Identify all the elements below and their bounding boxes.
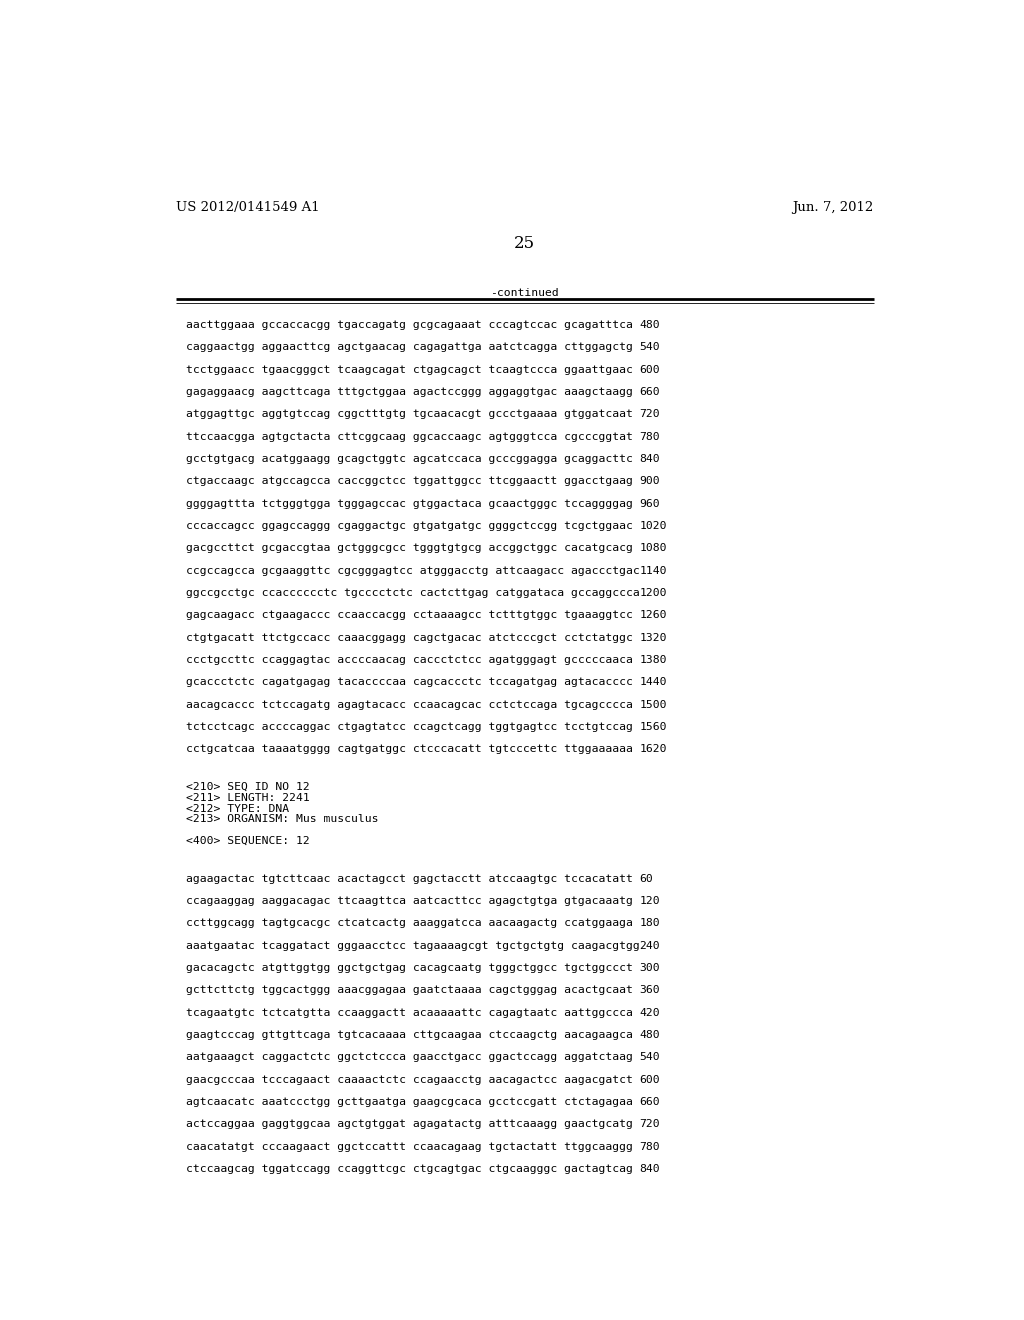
Text: <213> ORGANISM: Mus musculus: <213> ORGANISM: Mus musculus bbox=[186, 814, 379, 825]
Text: ccgccagcca gcgaaggttc cgcgggagtcc atgggacctg attcaagacc agaccctgac: ccgccagcca gcgaaggttc cgcgggagtcc atggga… bbox=[186, 566, 640, 576]
Text: ccctgccttc ccaggagtac accccaacag caccctctcc agatgggagt gcccccaaca: ccctgccttc ccaggagtac accccaacag caccctc… bbox=[186, 655, 633, 665]
Text: 660: 660 bbox=[640, 1097, 660, 1107]
Text: <211> LENGTH: 2241: <211> LENGTH: 2241 bbox=[186, 793, 310, 803]
Text: 300: 300 bbox=[640, 964, 660, 973]
Text: aaatgaatac tcaggatact gggaacctcc tagaaaagcgt tgctgctgtg caagacgtgg: aaatgaatac tcaggatact gggaacctcc tagaaaa… bbox=[186, 941, 640, 950]
Text: 1320: 1320 bbox=[640, 632, 667, 643]
Text: 60: 60 bbox=[640, 874, 653, 883]
Text: gaacgcccaa tcccagaact caaaactctc ccagaacctg aacagactcc aagacgatct: gaacgcccaa tcccagaact caaaactctc ccagaac… bbox=[186, 1074, 633, 1085]
Text: 1440: 1440 bbox=[640, 677, 667, 688]
Text: 900: 900 bbox=[640, 477, 660, 486]
Text: aacagcaccc tctccagatg agagtacacc ccaacagcac cctctccaga tgcagcccca: aacagcaccc tctccagatg agagtacacc ccaacag… bbox=[186, 700, 633, 710]
Text: 840: 840 bbox=[640, 454, 660, 465]
Text: 1020: 1020 bbox=[640, 521, 667, 531]
Text: <210> SEQ ID NO 12: <210> SEQ ID NO 12 bbox=[186, 781, 310, 792]
Text: atggagttgc aggtgtccag cggctttgtg tgcaacacgt gccctgaaaa gtggatcaat: atggagttgc aggtgtccag cggctttgtg tgcaaca… bbox=[186, 409, 633, 420]
Text: 540: 540 bbox=[640, 1052, 660, 1063]
Text: 120: 120 bbox=[640, 896, 660, 906]
Text: gcttcttctg tggcactggg aaacggagaa gaatctaaaa cagctgggag acactgcaat: gcttcttctg tggcactggg aaacggagaa gaatcta… bbox=[186, 985, 633, 995]
Text: 720: 720 bbox=[640, 1119, 660, 1130]
Text: gagcaagacc ctgaagaccc ccaaccacgg cctaaaagcc tctttgtggc tgaaaggtcc: gagcaagacc ctgaagaccc ccaaccacgg cctaaaa… bbox=[186, 610, 633, 620]
Text: 600: 600 bbox=[640, 1074, 660, 1085]
Text: gacacagctc atgttggtgg ggctgctgag cacagcaatg tgggctggcc tgctggccct: gacacagctc atgttggtgg ggctgctgag cacagca… bbox=[186, 964, 633, 973]
Text: 720: 720 bbox=[640, 409, 660, 420]
Text: 540: 540 bbox=[640, 342, 660, 352]
Text: ggccgcctgc ccacccccctc tgcccctctc cactcttgag catggataca gccaggccca: ggccgcctgc ccacccccctc tgcccctctc cactct… bbox=[186, 589, 640, 598]
Text: <212> TYPE: DNA: <212> TYPE: DNA bbox=[186, 804, 289, 813]
Text: 1620: 1620 bbox=[640, 744, 667, 754]
Text: Jun. 7, 2012: Jun. 7, 2012 bbox=[793, 201, 873, 214]
Text: 1380: 1380 bbox=[640, 655, 667, 665]
Text: caggaactgg aggaacttcg agctgaacag cagagattga aatctcagga cttggagctg: caggaactgg aggaacttcg agctgaacag cagagat… bbox=[186, 342, 633, 352]
Text: 1080: 1080 bbox=[640, 544, 667, 553]
Text: 180: 180 bbox=[640, 919, 660, 928]
Text: 480: 480 bbox=[640, 1030, 660, 1040]
Text: 1500: 1500 bbox=[640, 700, 667, 710]
Text: 1260: 1260 bbox=[640, 610, 667, 620]
Text: actccaggaa gaggtggcaa agctgtggat agagatactg atttcaaagg gaactgcatg: actccaggaa gaggtggcaa agctgtggat agagata… bbox=[186, 1119, 633, 1130]
Text: <400> SEQUENCE: 12: <400> SEQUENCE: 12 bbox=[186, 836, 310, 846]
Text: tctcctcagc accccaggac ctgagtatcc ccagctcagg tggtgagtcc tcctgtccag: tctcctcagc accccaggac ctgagtatcc ccagctc… bbox=[186, 722, 633, 733]
Text: gagaggaacg aagcttcaga tttgctggaa agactccggg aggaggtgac aaagctaagg: gagaggaacg aagcttcaga tttgctggaa agactcc… bbox=[186, 387, 633, 397]
Text: 1140: 1140 bbox=[640, 566, 667, 576]
Text: 780: 780 bbox=[640, 432, 660, 442]
Text: ctccaagcag tggatccagg ccaggttcgc ctgcagtgac ctgcaagggc gactagtcag: ctccaagcag tggatccagg ccaggttcgc ctgcagt… bbox=[186, 1164, 633, 1173]
Text: gaagtcccag gttgttcaga tgtcacaaaa cttgcaagaa ctccaagctg aacagaagca: gaagtcccag gttgttcaga tgtcacaaaa cttgcaa… bbox=[186, 1030, 633, 1040]
Text: ccttggcagg tagtgcacgc ctcatcactg aaaggatcca aacaagactg ccatggaaga: ccttggcagg tagtgcacgc ctcatcactg aaaggat… bbox=[186, 919, 633, 928]
Text: aatgaaagct caggactctc ggctctccca gaacctgacc ggactccagg aggatctaag: aatgaaagct caggactctc ggctctccca gaacctg… bbox=[186, 1052, 633, 1063]
Text: cccaccagcc ggagccaggg cgaggactgc gtgatgatgc ggggctccgg tcgctggaac: cccaccagcc ggagccaggg cgaggactgc gtgatga… bbox=[186, 521, 633, 531]
Text: agaagactac tgtcttcaac acactagcct gagctacctt atccaagtgc tccacatatt: agaagactac tgtcttcaac acactagcct gagctac… bbox=[186, 874, 633, 883]
Text: gacgccttct gcgaccgtaa gctgggcgcc tgggtgtgcg accggctggc cacatgcacg: gacgccttct gcgaccgtaa gctgggcgcc tgggtgt… bbox=[186, 544, 633, 553]
Text: 660: 660 bbox=[640, 387, 660, 397]
Text: tcctggaacc tgaacgggct tcaagcagat ctgagcagct tcaagtccca ggaattgaac: tcctggaacc tgaacgggct tcaagcagat ctgagca… bbox=[186, 364, 633, 375]
Text: agtcaacatc aaatccctgg gcttgaatga gaagcgcaca gcctccgatt ctctagagaa: agtcaacatc aaatccctgg gcttgaatga gaagcgc… bbox=[186, 1097, 633, 1107]
Text: US 2012/0141549 A1: US 2012/0141549 A1 bbox=[176, 201, 319, 214]
Text: ccagaaggag aaggacagac ttcaagttca aatcacttcc agagctgtga gtgacaaatg: ccagaaggag aaggacagac ttcaagttca aatcact… bbox=[186, 896, 633, 906]
Text: 420: 420 bbox=[640, 1007, 660, 1018]
Text: tcagaatgtc tctcatgtta ccaaggactt acaaaaattc cagagtaatc aattggccca: tcagaatgtc tctcatgtta ccaaggactt acaaaaa… bbox=[186, 1007, 633, 1018]
Text: ttccaacgga agtgctacta cttcggcaag ggcaccaagc agtgggtcca cgcccggtat: ttccaacgga agtgctacta cttcggcaag ggcacca… bbox=[186, 432, 633, 442]
Text: aacttggaaa gccaccacgg tgaccagatg gcgcagaaat cccagtccac gcagatttca: aacttggaaa gccaccacgg tgaccagatg gcgcaga… bbox=[186, 321, 633, 330]
Text: ggggagttta tctgggtgga tgggagccac gtggactaca gcaactgggc tccaggggag: ggggagttta tctgggtgga tgggagccac gtggact… bbox=[186, 499, 633, 508]
Text: gcaccctctc cagatgagag tacaccccaa cagcaccctc tccagatgag agtacacccc: gcaccctctc cagatgagag tacaccccaa cagcacc… bbox=[186, 677, 633, 688]
Text: cctgcatcaa taaaatgggg cagtgatggc ctcccacatt tgtcccettc ttggaaaaaa: cctgcatcaa taaaatgggg cagtgatggc ctcccac… bbox=[186, 744, 633, 754]
Text: 360: 360 bbox=[640, 985, 660, 995]
Text: caacatatgt cccaagaact ggctccattt ccaacagaag tgctactatt ttggcaaggg: caacatatgt cccaagaact ggctccattt ccaacag… bbox=[186, 1142, 633, 1151]
Text: -continued: -continued bbox=[490, 288, 559, 298]
Text: 480: 480 bbox=[640, 321, 660, 330]
Text: 25: 25 bbox=[514, 235, 536, 252]
Text: ctgaccaagc atgccagcca caccggctcc tggattggcc ttcggaactt ggacctgaag: ctgaccaagc atgccagcca caccggctcc tggattg… bbox=[186, 477, 633, 486]
Text: ctgtgacatt ttctgccacc caaacggagg cagctgacac atctcccgct cctctatggc: ctgtgacatt ttctgccacc caaacggagg cagctga… bbox=[186, 632, 633, 643]
Text: 780: 780 bbox=[640, 1142, 660, 1151]
Text: 600: 600 bbox=[640, 364, 660, 375]
Text: gcctgtgacg acatggaagg gcagctggtc agcatccaca gcccggagga gcaggacttc: gcctgtgacg acatggaagg gcagctggtc agcatcc… bbox=[186, 454, 633, 465]
Text: 960: 960 bbox=[640, 499, 660, 508]
Text: 840: 840 bbox=[640, 1164, 660, 1173]
Text: 1560: 1560 bbox=[640, 722, 667, 733]
Text: 1200: 1200 bbox=[640, 589, 667, 598]
Text: 240: 240 bbox=[640, 941, 660, 950]
